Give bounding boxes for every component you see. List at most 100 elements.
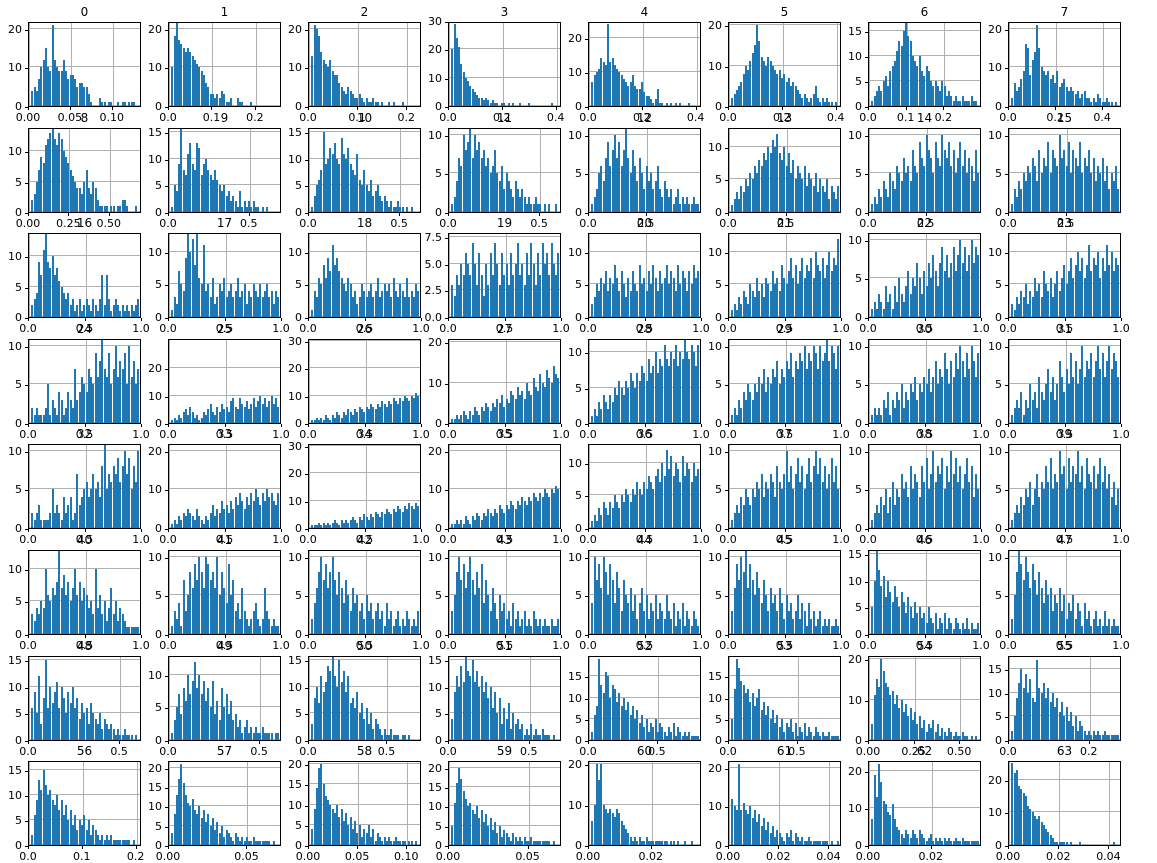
histogram-bar — [44, 145, 47, 212]
histogram-bar — [1106, 165, 1109, 212]
histogram-bar — [808, 101, 811, 106]
histogram-bar — [220, 190, 223, 212]
histogram-bar — [936, 466, 939, 528]
histogram-bar — [184, 610, 187, 634]
histogram-bar — [1110, 173, 1113, 212]
y-tick-label: 10 — [148, 389, 162, 403]
y-tick-label: 0 — [435, 522, 442, 535]
histogram-bar — [753, 384, 756, 423]
histogram-bar — [891, 602, 894, 634]
x-tick-label: 0.2 — [934, 111, 953, 124]
histogram-bar — [182, 48, 185, 106]
histogram-bar — [871, 723, 874, 740]
histogram-bar — [101, 729, 104, 740]
histogram-bar — [735, 192, 738, 212]
histogram-bar — [932, 86, 935, 106]
x-tick-label: 0.00 — [435, 850, 461, 863]
gridline-vertical — [729, 340, 730, 423]
histogram-bar — [1074, 473, 1077, 528]
histogram-bar — [934, 481, 937, 528]
histogram-bar — [476, 806, 479, 845]
histogram-bar — [767, 146, 770, 212]
histogram-bar — [528, 618, 531, 634]
histogram-bar — [38, 262, 41, 317]
histogram-bar — [108, 840, 111, 845]
gridline-horizontal — [1009, 778, 1120, 780]
histogram-bar — [692, 735, 695, 740]
histogram-bar — [979, 234, 980, 317]
histogram-bar — [1088, 245, 1091, 317]
histogram-bar — [469, 86, 472, 106]
histogram-bar — [342, 412, 345, 423]
histogram-bar — [187, 802, 190, 845]
histogram-bar — [1015, 196, 1018, 212]
x-tick-label: 0.0 — [439, 639, 457, 652]
histogram-bar — [1099, 173, 1102, 212]
histogram-bar — [397, 610, 400, 634]
histogram-bar — [541, 626, 544, 634]
histogram-bar — [785, 833, 788, 845]
histogram-bar — [1047, 688, 1050, 740]
y-tick-label: 0 — [715, 311, 722, 324]
histogram-bar — [1036, 473, 1039, 528]
x-tick-mark — [981, 318, 982, 322]
histogram-bar — [196, 63, 199, 106]
histogram-bars — [729, 657, 840, 740]
histogram-bar — [907, 36, 910, 106]
histogram-bar — [175, 23, 178, 106]
histogram-bar — [1079, 368, 1082, 423]
histogram-bar — [40, 274, 43, 317]
y-tick-mark — [724, 385, 728, 387]
x-tick-label: 0.1 — [896, 111, 915, 124]
y-tick-mark — [304, 318, 308, 319]
histogram-bar — [135, 481, 138, 528]
histogram-bars — [869, 657, 980, 740]
histogram-bar — [103, 205, 106, 212]
histogram-bar — [823, 353, 826, 423]
histogram-bar — [799, 172, 802, 212]
histogram-bar — [661, 366, 664, 423]
histogram-bars — [589, 762, 700, 845]
histogram-bar — [968, 101, 971, 106]
y-tick-label: 5.0 — [424, 257, 443, 271]
y-tick-label: 2.5 — [424, 284, 443, 298]
histogram-bar — [546, 370, 549, 423]
histogram-bar — [683, 277, 686, 317]
gridline-vertical — [931, 762, 933, 845]
histogram-bar — [514, 263, 517, 317]
histogram-bar — [376, 277, 379, 317]
x-tick-mark — [168, 424, 169, 428]
histogram-bar — [900, 833, 903, 845]
histogram-bar — [38, 780, 41, 845]
histogram-bar — [749, 172, 752, 212]
y-tick-mark — [584, 107, 588, 108]
histogram-bars — [309, 129, 420, 212]
histogram-bar — [123, 353, 126, 423]
histogram-bar — [408, 297, 411, 317]
histogram-bar — [347, 277, 350, 317]
histogram-bar — [218, 833, 221, 845]
histogram-bar — [507, 103, 510, 106]
histogram-bar — [546, 626, 549, 634]
histogram-bar — [952, 735, 955, 740]
x-tick-mark — [828, 846, 830, 850]
histogram-bar — [67, 392, 70, 423]
histogram-bar — [753, 45, 756, 106]
histogram-bar — [1085, 264, 1088, 317]
histogram-bars — [589, 657, 700, 740]
histogram-bar — [171, 420, 174, 423]
x-tick-mark — [1008, 635, 1009, 639]
histogram-bar — [1031, 697, 1034, 740]
y-tick-mark — [24, 714, 28, 716]
histogram-bar — [83, 815, 86, 845]
histogram-bar — [767, 821, 770, 845]
histogram-bars — [169, 657, 280, 740]
y-tick-label: 20 — [288, 758, 302, 772]
y-tick-label: 0 — [855, 522, 862, 535]
histogram-bar — [839, 97, 840, 106]
histogram-bar — [808, 603, 811, 634]
histogram-bar — [950, 841, 953, 845]
y-tick-label: 5 — [855, 378, 862, 392]
histogram-bar — [1101, 481, 1104, 528]
histogram-bar — [817, 618, 820, 634]
